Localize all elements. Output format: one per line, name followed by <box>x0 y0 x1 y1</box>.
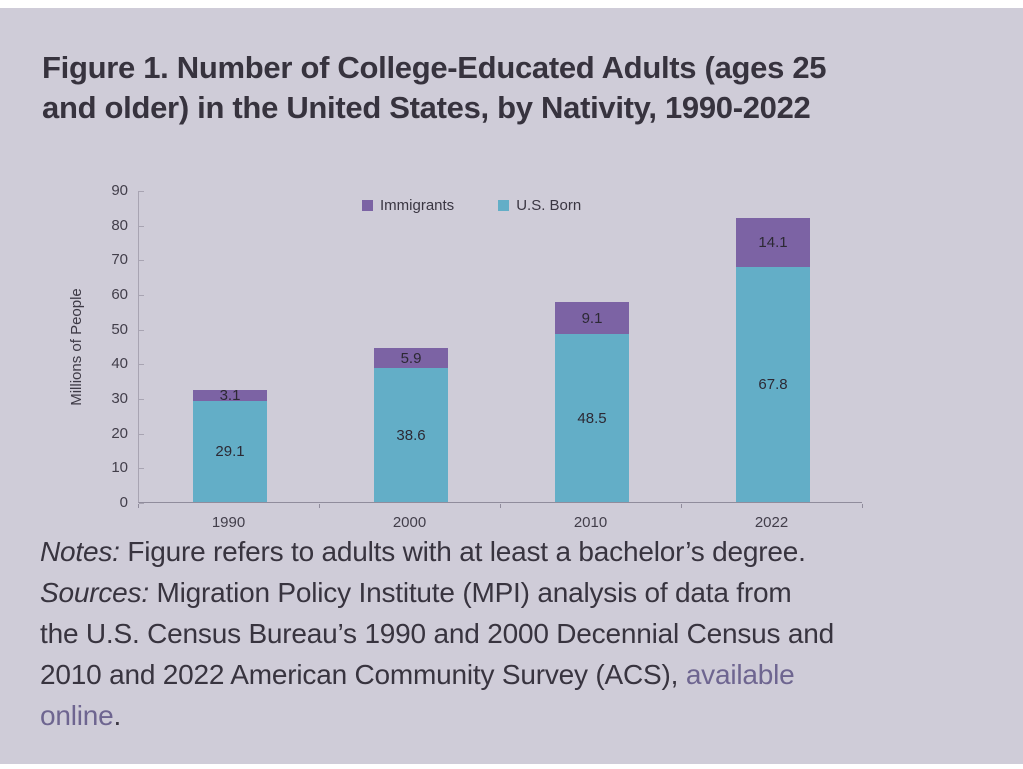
notes: Notes: Figure refers to adults with at l… <box>40 531 834 736</box>
legend-item-immigrants: Immigrants <box>362 197 454 214</box>
bar-immigrants-2000: 5.9 <box>374 348 448 368</box>
y-axis-tick <box>139 399 144 400</box>
bar-us-born-2022: 67.8 <box>736 267 810 502</box>
bar-value-immigrants-2022: 14.1 <box>758 234 788 251</box>
figure-card: Figure 1. Number of College-Educated Adu… <box>0 8 1023 764</box>
y-axis-tick-label: 30 <box>111 390 128 407</box>
y-axis-tick <box>139 434 144 435</box>
bar-immigrants-2010: 9.1 <box>555 302 629 334</box>
figure-title: Figure 1. Number of College-Educated Adu… <box>42 48 1002 128</box>
bar-immigrants-2022: 14.1 <box>736 218 810 267</box>
y-axis-tick <box>139 295 144 296</box>
x-axis-label-2010: 2010 <box>573 514 608 531</box>
bar-value-us-born-2000: 38.6 <box>396 426 426 444</box>
bar-value-us-born-2022: 67.8 <box>758 376 788 393</box>
immigrants-swatch-icon <box>362 200 373 211</box>
plot-area: Immigrants U.S. Born 29.1 3.1 38.6 5.9 48.5 9… <box>138 191 862 503</box>
y-axis-label: Millions of People <box>68 288 85 406</box>
y-axis-tick-label: 70 <box>111 251 128 268</box>
x-axis-label-2000: 2000 <box>392 514 427 531</box>
y-axis-tick-label: 90 <box>111 182 128 199</box>
y-axis-tick-label: 60 <box>111 286 128 303</box>
y-axis-tick-label: 10 <box>111 459 128 476</box>
notes-line: Sources: Migration Policy Institute (MPI… <box>40 572 834 613</box>
bar-value-us-born-2010: 48.5 <box>577 409 607 427</box>
notes-line: Notes: Figure refers to adults with at l… <box>40 531 834 572</box>
x-axis-tick <box>681 504 682 508</box>
x-axis-tick <box>319 504 320 508</box>
x-axis-label-1990: 1990 <box>211 514 246 531</box>
legend-label-us-born: U.S. Born <box>516 197 582 214</box>
us-born-swatch-icon <box>498 200 510 211</box>
y-axis-tick-label: 80 <box>111 217 128 234</box>
legend-item-us-born: U.S. Born <box>498 197 581 214</box>
bar-us-born-1990: 29.1 <box>193 401 267 502</box>
legend: Immigrants U.S. Born <box>362 197 581 214</box>
y-axis-tick-label: 40 <box>111 355 128 372</box>
bar-value-immigrants-2000: 5.9 <box>400 349 422 367</box>
notes-text: Figure refers to adults with at least a … <box>127 536 806 567</box>
x-axis-tick <box>500 504 501 508</box>
figure-title-line-2: and older) in the United States, by Nati… <box>42 90 811 125</box>
y-axis-tick-label: 20 <box>111 425 128 442</box>
available-online-link[interactable]: available <box>685 659 795 690</box>
notes-line: the U.S. Census Bureau’s 1990 and 2000 D… <box>40 613 834 654</box>
y-axis-tick <box>139 226 144 227</box>
y-axis-tick <box>139 364 144 365</box>
notes-text: 2010 and 2022 American Community Survey … <box>40 659 686 690</box>
bar-us-born-2000: 38.6 <box>374 368 448 502</box>
figure-title-line-1: Figure 1. Number of College-Educated Adu… <box>42 50 827 85</box>
x-axis-tick <box>138 504 139 508</box>
y-axis-tick <box>139 503 144 504</box>
y-axis-tick <box>139 191 144 192</box>
notes-text: . <box>113 700 122 731</box>
notes-text: Sources: <box>40 577 157 608</box>
x-axis-label-2022: 2022 <box>754 514 789 531</box>
bar-value-immigrants-2010: 9.1 <box>581 309 603 327</box>
notes-text: Migration Policy Institute (MPI) analysi… <box>156 577 792 608</box>
notes-text: the U.S. Census Bureau’s 1990 and 2000 D… <box>40 618 835 649</box>
legend-label-immigrants: Immigrants <box>380 197 455 214</box>
y-axis-tick-label: 50 <box>111 321 128 338</box>
bar-value-us-born-1990: 29.1 <box>215 443 245 460</box>
x-axis-tick <box>862 504 863 508</box>
y-axis-tick <box>139 468 144 469</box>
available-online-link[interactable]: online <box>40 700 114 731</box>
notes-text: Notes: <box>40 536 128 567</box>
bar-us-born-2010: 48.5 <box>555 334 629 502</box>
notes-line: 2010 and 2022 American Community Survey … <box>40 654 834 695</box>
notes-line: online. <box>40 695 834 736</box>
bar-immigrants-1990: 3.1 <box>193 387 267 404</box>
y-axis-tick-label: 0 <box>119 494 128 511</box>
y-axis-tick <box>139 330 144 331</box>
y-axis-tick <box>139 260 144 261</box>
bar-value-immigrants-1990: 3.1 <box>219 387 241 404</box>
